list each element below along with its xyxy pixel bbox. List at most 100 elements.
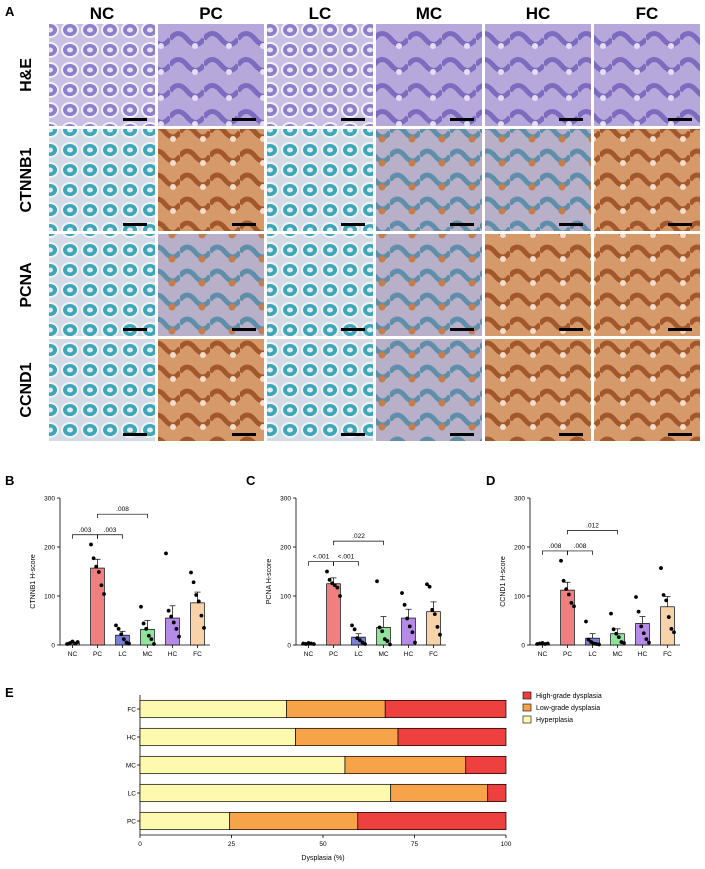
data-point [375,579,379,584]
significance-bracket [97,513,148,519]
p-value-label: .003 [79,527,92,534]
bar-segment-mc [139,755,346,775]
data-point [614,631,619,636]
p-value-label: .008 [549,543,562,550]
x-tick-label: PC [93,651,102,658]
x-tick-label: LC [118,651,127,658]
x-tick-label: MC [142,651,152,658]
y-tick-label: 100 [280,593,291,600]
data-point [171,620,176,625]
scale-bar [559,433,583,436]
data-point [149,637,154,642]
data-point [96,570,101,574]
row-header-2: PCNA [18,262,35,308]
data-point [611,627,616,632]
y-tick-label: 100 [514,593,525,600]
data-point [664,598,669,603]
panel-letter-c: C [246,473,256,488]
micrograph-tile [485,234,591,336]
micrograph-tile [594,339,700,441]
data-point [634,595,638,599]
micrograph-tile [267,24,373,126]
panel-letter-d: D [486,473,495,488]
micrograph-tile [49,129,155,231]
p-value-label: .022 [352,533,365,540]
legend-label: High-grade dysplasia [536,693,602,700]
data-point [75,640,80,644]
data-point [70,639,75,644]
data-point [402,602,407,607]
x-tick-label: HC [638,651,648,658]
y-tick-label: 300 [44,495,55,502]
significance-bracket [333,561,359,566]
scale-bar [123,223,147,226]
scale-bar [559,118,583,121]
scale-bar [232,328,256,331]
data-point [616,635,621,640]
x-tick-label: MC [612,651,622,658]
data-point [325,569,329,574]
bar-chart-d: D 0 100 200 300 CCND1 H-score NC PC LC MC HC FC .008… [486,473,680,658]
micrograph-tile [267,339,373,441]
bar-segment-mc [344,755,467,775]
data-point [641,631,646,636]
column-header-fc: FC [636,4,659,23]
micrograph-tile [485,24,591,126]
micrograph-tile [49,339,155,441]
panel-letter-e: E [5,685,14,700]
panel-letter-a: A [5,4,15,19]
data-point [127,641,131,646]
bar-segment-lc [139,783,392,803]
bar-chart-b: B 0 100 200 300 CTNNB1 H-score NC PC LC MC HC FC .00… [5,473,210,658]
column-header-lc: LC [309,4,332,23]
column-header-hc: HC [526,4,551,23]
y-tick-label: FC [127,706,136,713]
data-point [144,626,149,631]
data-point [146,633,151,638]
y-tick-label: 300 [280,495,291,502]
x-tick-label: PC [563,651,572,658]
legend-label: Low-grade dysplasia [536,705,600,712]
significance-bracket [542,550,568,555]
data-point [385,639,390,643]
bar-segment-hc [397,727,507,747]
data-point [559,558,563,563]
data-point [116,626,121,631]
significance-bracket [333,540,384,546]
scale-bar [232,118,256,121]
y-tick-label: 200 [514,544,525,551]
data-point [199,613,204,618]
p-value-label: .008 [116,506,129,513]
scale-bar [232,223,256,226]
y-tick-label: 200 [44,544,55,551]
column-header-nc: NC [90,4,115,23]
y-tick-label: MC [126,762,136,769]
data-point [352,627,357,632]
bar-segment-hc [139,727,296,747]
scale-bar [232,433,256,436]
data-point [400,591,404,595]
x-tick-label: LC [354,651,363,658]
data-point [94,564,99,569]
significance-bracket [72,534,98,539]
y-tick-label: 300 [514,495,525,502]
stacked-bar-chart-e: E 0 25 50 75 100 Dysplasia (%) FC HC MC LC PC High-g… [5,685,602,862]
micrograph-tile [594,129,700,231]
y-tick-label: HC [127,734,137,741]
row-header-3: CCND1 [18,362,35,417]
data-point [561,578,566,583]
x-tick-label: 50 [319,841,327,848]
significance-bracket [567,550,593,555]
x-tick-label: FC [193,651,202,658]
data-point [330,581,335,586]
data-point [338,594,342,598]
x-tick-label: FC [663,651,672,658]
data-point [644,637,649,642]
bar-segment-fc [139,699,287,719]
data-point [672,630,676,635]
micrograph-tile [158,129,264,231]
data-point [597,642,601,647]
bar-fc [660,606,675,646]
scale-bar [668,223,692,226]
x-tick-label: 75 [411,841,419,848]
